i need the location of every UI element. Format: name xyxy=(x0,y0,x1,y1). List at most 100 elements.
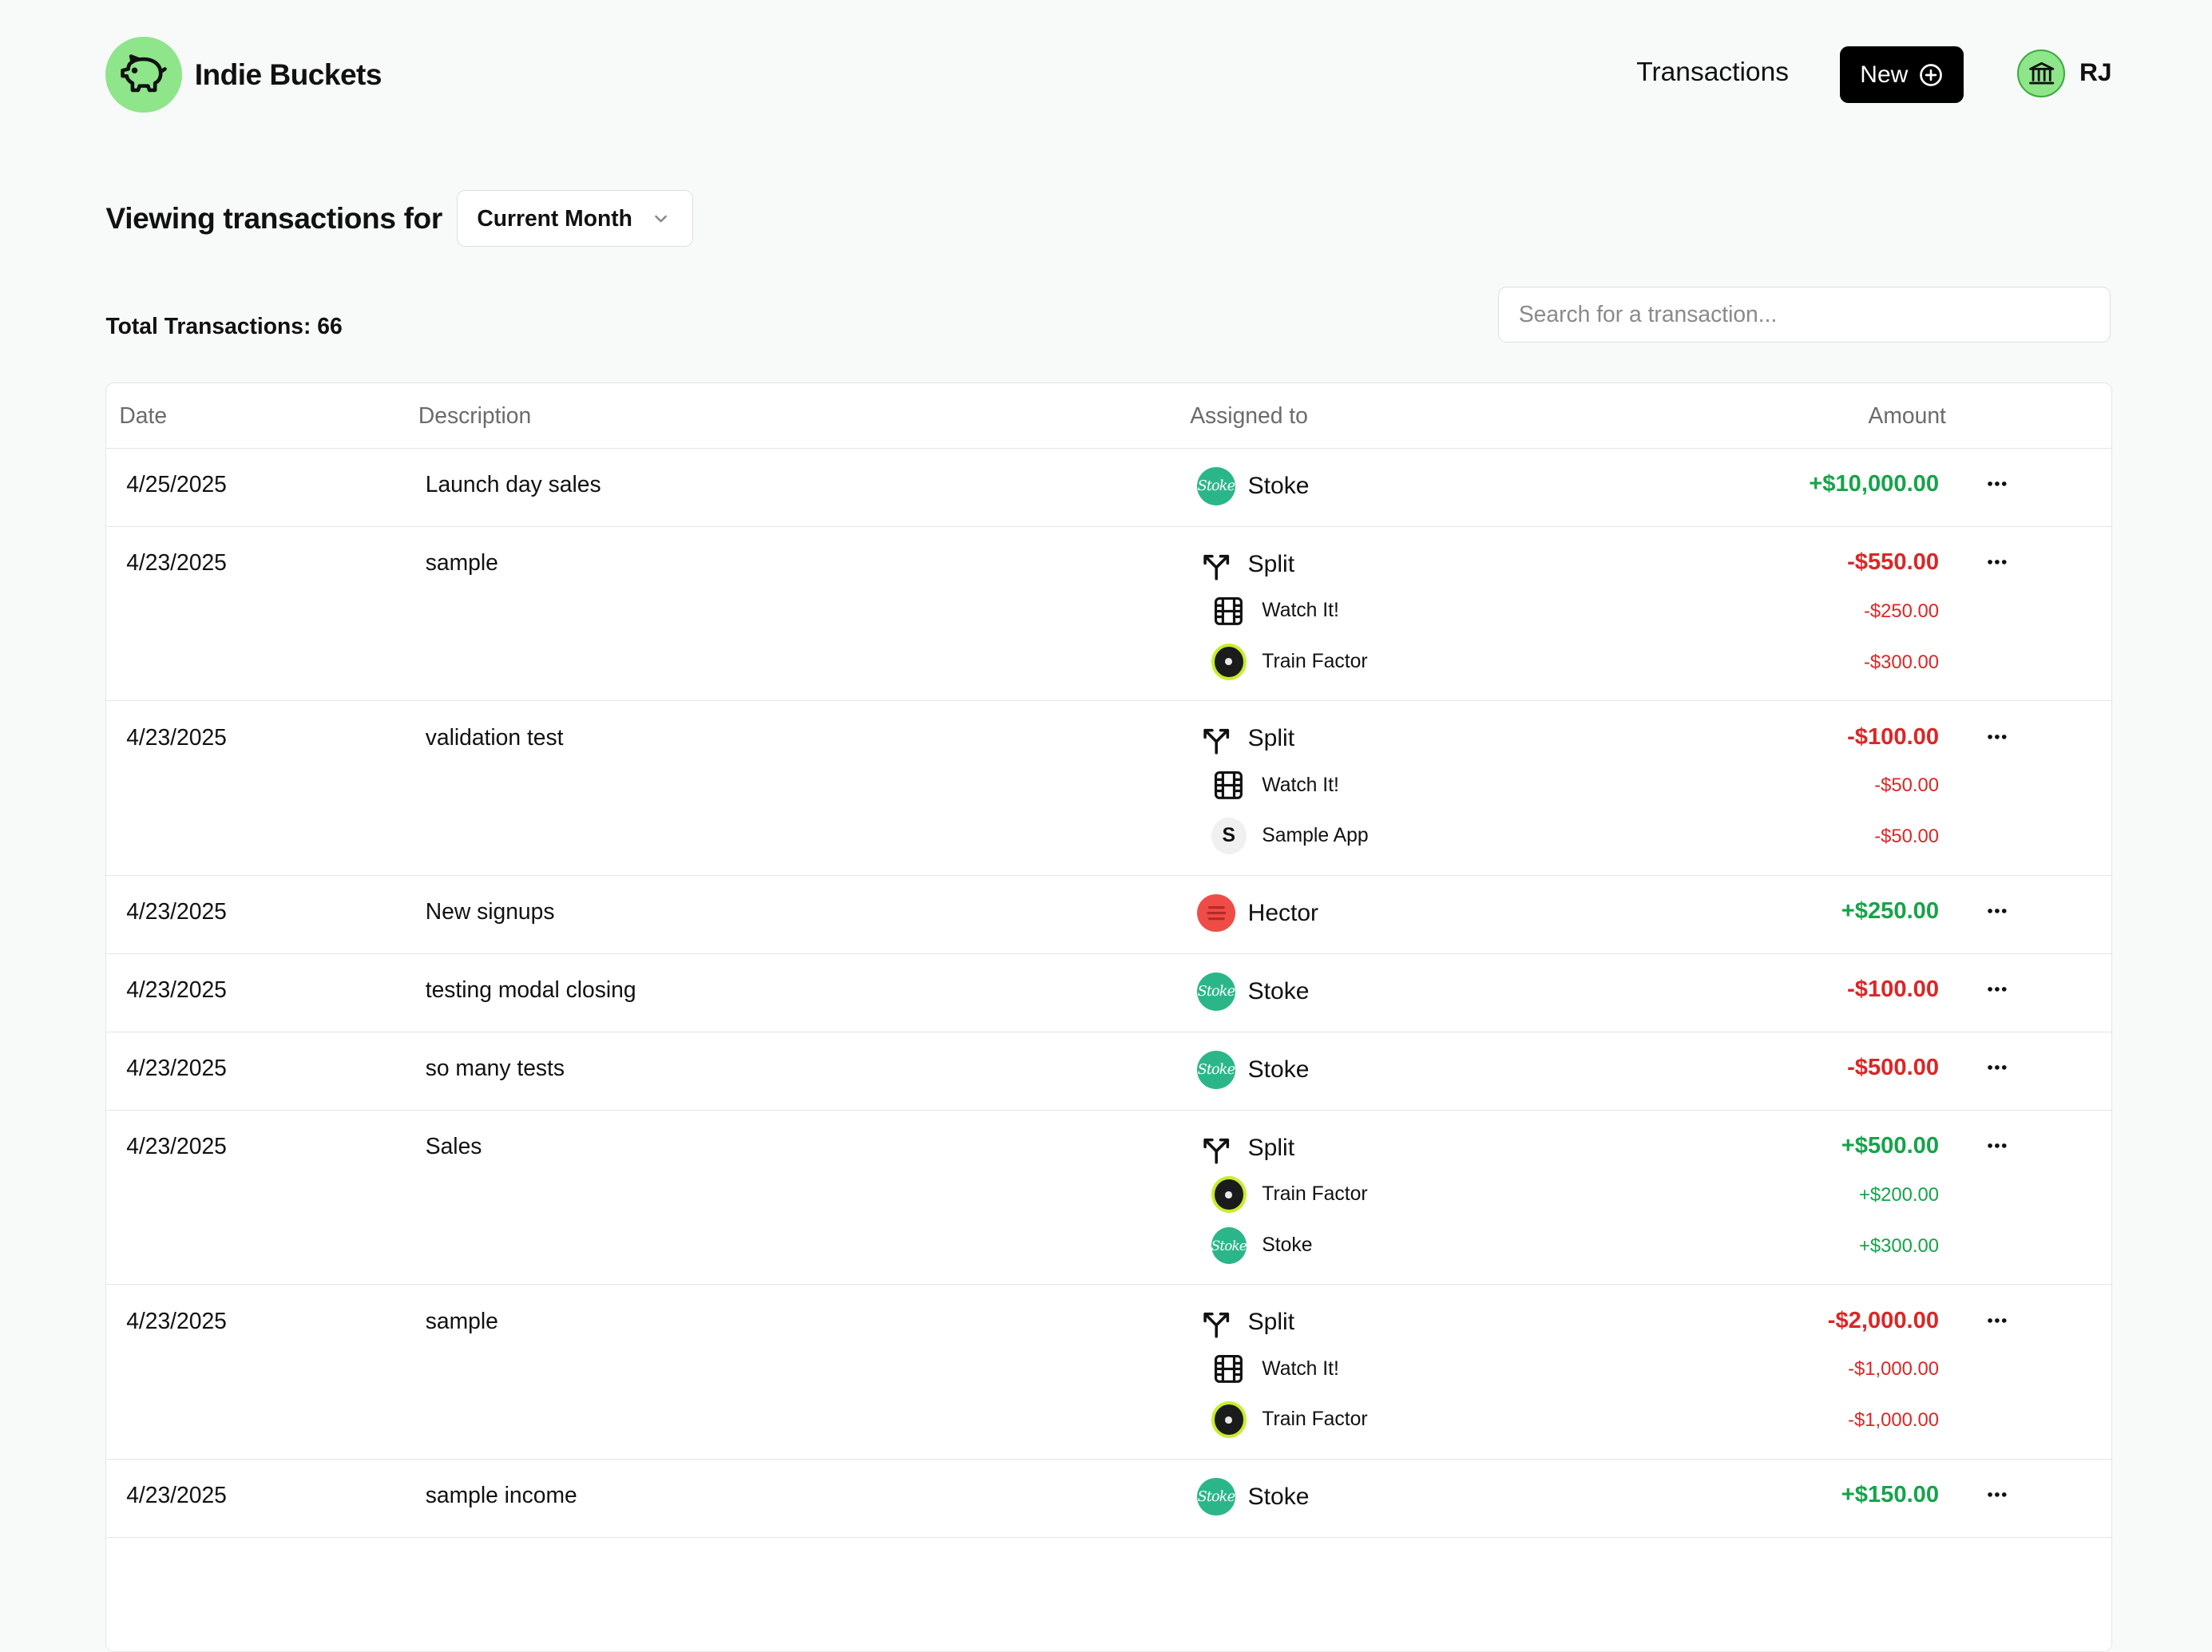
more-options-icon[interactable] xyxy=(1984,898,2010,924)
header-description: Description xyxy=(418,402,532,429)
row-amount: +$500.00 xyxy=(1841,1133,1940,1159)
row-assignee: Stoke Stoke xyxy=(1197,1050,1309,1089)
user-initials[interactable]: RJ xyxy=(2079,57,2112,87)
period-dropdown[interactable]: Current Month xyxy=(456,190,694,248)
split-item: Watch It! xyxy=(1211,1351,1339,1386)
piggy-bank-logo-icon xyxy=(105,36,182,113)
new-button[interactable]: New xyxy=(1839,46,1964,103)
row-description: New signups xyxy=(425,897,555,924)
stoke-logo-icon: Stoke xyxy=(1211,1226,1247,1264)
split-item: Train Factor xyxy=(1211,1401,1368,1439)
top-bar: Indie Buckets Transactions New RJ xyxy=(105,36,2112,113)
split-item: Train Factor xyxy=(1211,643,1368,680)
row-amount: -$500.00 xyxy=(1847,1055,1940,1081)
transactions-table: Date Description Assigned to Amount 4/25… xyxy=(105,382,2112,1652)
split-item: Watch It! xyxy=(1211,767,1339,802)
row-date: 4/23/2025 xyxy=(126,977,227,1003)
row-amount: -$100.00 xyxy=(1847,977,1940,1003)
table-header: Date Description Assigned to Amount xyxy=(106,383,2111,449)
row-description: Sales xyxy=(425,1133,482,1159)
row-date: 4/23/2025 xyxy=(126,1307,227,1333)
split-amount: -$50.00 xyxy=(1874,825,1940,847)
split-icon xyxy=(1197,1303,1235,1341)
row-description: validation test xyxy=(425,723,564,750)
page: Indie Buckets Transactions New RJ Viewin… xyxy=(105,36,2112,1652)
split-icon xyxy=(1197,1129,1235,1167)
row-date: 4/23/2025 xyxy=(126,1481,227,1507)
header-assigned: Assigned to xyxy=(1190,402,1308,429)
row-date: 4/23/2025 xyxy=(126,1055,227,1081)
more-options-icon[interactable] xyxy=(1984,977,2010,1002)
more-options-icon[interactable] xyxy=(1984,1482,2010,1507)
split-amount: -$250.00 xyxy=(1863,600,1940,622)
period-value: Current Month xyxy=(477,205,632,232)
row-description: sample xyxy=(425,549,498,576)
row-assignee: Split xyxy=(1197,719,1294,758)
new-button-label: New xyxy=(1860,61,1909,88)
row-date: 4/23/2025 xyxy=(126,549,227,576)
more-options-icon[interactable] xyxy=(1984,1308,2010,1333)
total-transactions: Total Transactions: 66 xyxy=(105,313,343,339)
more-options-icon[interactable] xyxy=(1984,471,2010,497)
table-row[interactable]: 4/23/2025 sample Split -$2,000.00 Watch … xyxy=(106,1285,2111,1460)
split-icon xyxy=(1197,545,1235,584)
split-icon xyxy=(1197,719,1235,758)
split-item: Train Factor xyxy=(1211,1176,1368,1214)
split-amount: +$200.00 xyxy=(1859,1184,1940,1206)
train-factor-logo-icon xyxy=(1211,643,1247,680)
split-amount: +$300.00 xyxy=(1859,1234,1940,1257)
table-row[interactable]: 4/23/2025 New signups Hector +$250.00 xyxy=(106,876,2111,954)
table-row[interactable]: 4/23/2025 testing modal closing Stoke St… xyxy=(106,954,2111,1033)
hector-logo-icon xyxy=(1197,893,1235,933)
row-description: sample income xyxy=(425,1481,577,1507)
more-options-icon[interactable] xyxy=(1984,1133,2010,1159)
more-options-icon[interactable] xyxy=(1984,1055,2010,1080)
train-factor-logo-icon xyxy=(1211,1401,1247,1439)
row-assignee: Stoke Stoke xyxy=(1197,972,1309,1011)
split-item: Watch It! xyxy=(1211,593,1339,628)
train-factor-logo-icon xyxy=(1211,1176,1247,1214)
film-icon xyxy=(1211,593,1247,628)
row-description: sample xyxy=(425,1307,498,1333)
row-assignee: Split xyxy=(1197,545,1294,584)
search-input[interactable] xyxy=(1498,286,2111,343)
chevron-down-icon xyxy=(654,215,667,223)
row-date: 4/25/2025 xyxy=(126,471,227,497)
split-amount: -$1,000.00 xyxy=(1848,1408,1940,1431)
sample-app-logo-icon: S xyxy=(1211,818,1247,855)
row-amount: +$150.00 xyxy=(1841,1481,1940,1507)
split-amount: -$1,000.00 xyxy=(1848,1358,1940,1381)
stoke-logo-icon: Stoke xyxy=(1197,1477,1235,1516)
row-amount: +$10,000.00 xyxy=(1809,471,1940,497)
row-amount: -$550.00 xyxy=(1847,549,1940,576)
stoke-logo-icon: Stoke xyxy=(1197,972,1235,1011)
table-row[interactable]: 4/23/2025 validation test Split -$100.00… xyxy=(106,701,2111,876)
more-options-icon[interactable] xyxy=(1984,549,2010,575)
header-date: Date xyxy=(119,402,168,429)
row-amount: -$2,000.00 xyxy=(1827,1307,1940,1333)
film-icon xyxy=(1211,767,1247,802)
more-options-icon[interactable] xyxy=(1984,724,2010,750)
split-amount: -$50.00 xyxy=(1874,774,1940,797)
row-description: testing modal closing xyxy=(425,977,636,1003)
brand-name: Indie Buckets xyxy=(194,57,383,92)
bank-avatar-icon[interactable] xyxy=(2017,49,2066,97)
row-date: 4/23/2025 xyxy=(126,897,227,924)
row-assignee: Split xyxy=(1197,1303,1294,1341)
row-description: Launch day sales xyxy=(425,471,601,497)
row-description: so many tests xyxy=(425,1055,565,1081)
viewing-label: Viewing transactions for xyxy=(105,201,442,236)
split-amount: -$300.00 xyxy=(1863,651,1940,673)
row-date: 4/23/2025 xyxy=(126,1133,227,1159)
row-date: 4/23/2025 xyxy=(126,723,227,750)
table-row[interactable]: 4/25/2025 Launch day sales Stoke Stoke +… xyxy=(106,449,2111,528)
table-row[interactable]: 4/23/2025 Sales Split +$500.00 Train Fac… xyxy=(106,1111,2111,1286)
table-row[interactable]: 4/23/2025 so many tests Stoke Stoke -$50… xyxy=(106,1032,2111,1111)
period-filter: Viewing transactions for Current Month xyxy=(105,190,694,248)
header-amount: Amount xyxy=(1868,402,1946,429)
brand[interactable]: Indie Buckets xyxy=(105,36,383,113)
row-assignee: Split xyxy=(1197,1129,1294,1167)
table-row[interactable]: 4/23/2025 sample income Stoke Stoke +$15… xyxy=(106,1460,2111,1538)
table-row[interactable]: 4/23/2025 sample Split -$550.00 Watch It… xyxy=(106,527,2111,702)
nav-transactions-link[interactable]: Transactions xyxy=(1636,57,1790,88)
